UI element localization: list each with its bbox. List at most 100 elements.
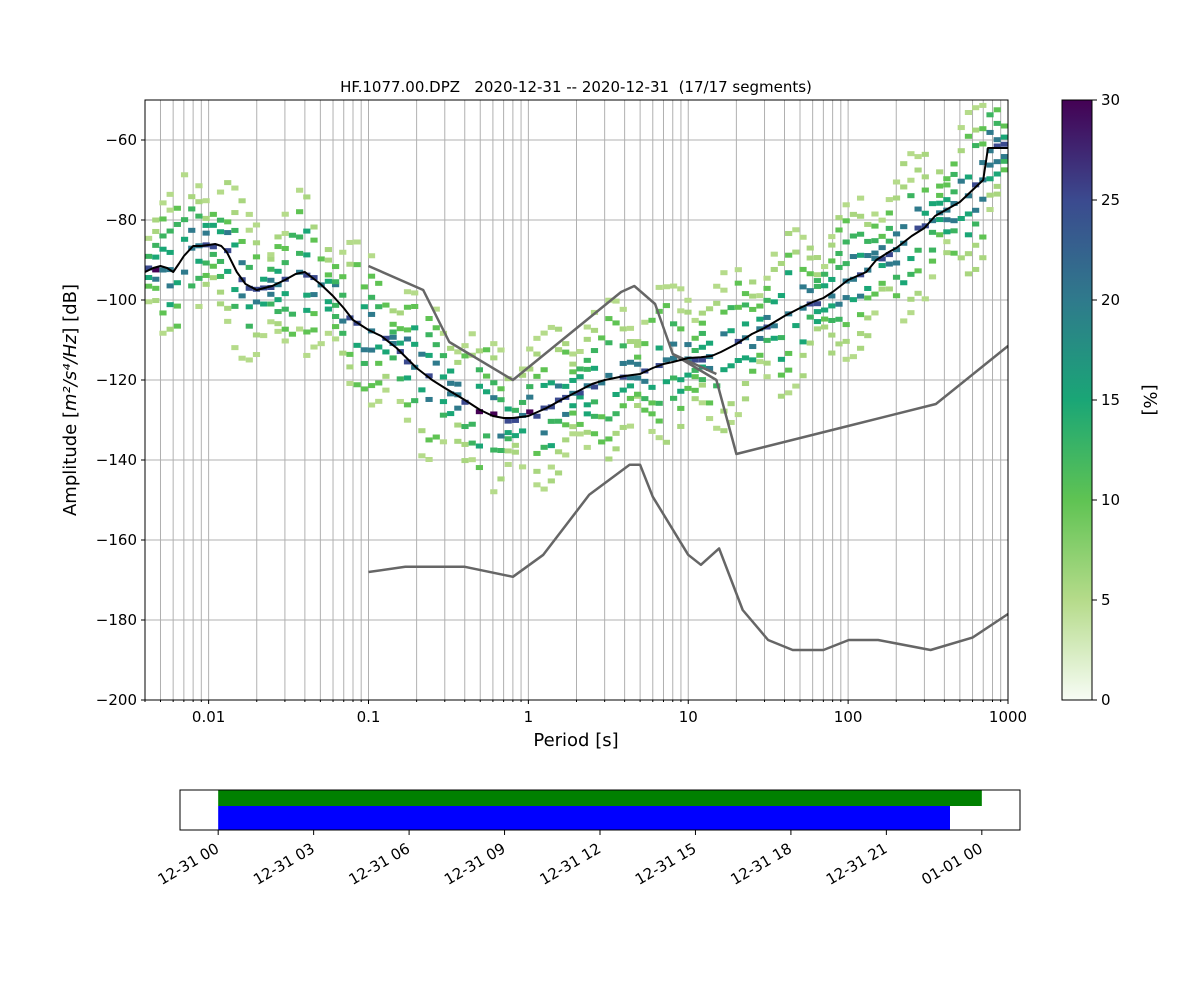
heatmap-cell [892,179,901,185]
heatmap-cell [569,351,577,357]
heatmap-cell [497,347,505,353]
heatmap-cell [928,258,937,264]
heatmap-cell [856,293,865,299]
heatmap-cell [849,233,857,239]
heatmap-cell [885,252,893,258]
mean-curve [144,147,1008,419]
heatmap-cell [418,387,426,393]
heatmap-cell [432,325,440,331]
heatmap-cell [892,195,901,201]
heatmap-cell [756,326,764,332]
heatmap-cell [173,221,181,227]
heatmap-cell [389,308,397,314]
heatmap-cell [605,372,613,378]
heatmap-cell [763,337,771,343]
heatmap-cell [533,468,541,474]
heatmap-cell [662,439,670,445]
heatmap-cell [1000,167,1008,173]
heatmap-cell [878,217,886,223]
heatmap-cell [166,191,174,197]
heatmap-cell [972,266,980,272]
heatmap-cell [943,182,951,188]
heatmap-cell [878,280,886,286]
heatmap-cell [274,282,282,288]
heatmap-cell [626,339,635,345]
heatmap-cell [914,247,922,253]
heatmap-cell [331,336,340,342]
heatmap-cell [871,223,879,229]
y-axis-label-units: m²/s⁴/Hz [60,334,81,411]
heatmap-cell [698,377,706,383]
heatmap-cell [461,424,469,430]
heatmap-cell [885,261,893,267]
heatmap-cell [741,355,750,361]
heatmap-cell [461,343,469,349]
heatmap-cell [504,461,512,467]
heatmap-cell [533,373,541,379]
heatmap-cell [245,323,253,329]
heatmap-cell [763,314,771,320]
heatmap-cell [892,231,901,237]
heatmap-cell [713,283,721,289]
heatmap-cell [267,277,275,283]
heatmap-cell [454,359,462,365]
heatmap-cell [331,282,340,288]
heatmap-cell [691,348,699,354]
heatmap-cell [878,263,886,269]
heatmap-cell [526,366,534,372]
heatmap-cell [734,412,742,418]
heatmap-cell [964,232,973,238]
heatmap-cell [720,331,728,337]
heatmap-cell [576,390,584,396]
heatmap-cell [691,396,699,402]
heatmap-cell [1000,141,1008,147]
heatmap-cell [518,372,527,378]
heatmap-cell [813,319,822,325]
heatmap-cell [216,217,225,223]
heatmap-cell [331,264,340,270]
heatmap-cell [856,345,865,351]
heatmap-cell [648,428,656,434]
heatmap-cell [490,341,498,347]
heatmap-cell [698,320,706,326]
heatmap-cell [856,312,865,318]
heatmap-cell [288,331,297,337]
heatmap-cell [619,403,627,409]
heatmap-cell [943,250,951,256]
heatmap-cell [950,171,958,177]
heatmap-cell [569,403,577,409]
heatmap-cell [339,274,347,280]
heatmap-cell [806,288,814,294]
heatmap-cell [749,368,757,374]
heatmap-cell [396,398,404,404]
heatmap-cell [267,291,275,297]
heatmap-cell [662,357,670,363]
heatmap-cell [159,233,167,239]
heatmap-cell [914,225,922,231]
heatmap-cell [892,274,901,280]
heatmap-cell [770,266,778,272]
heatmap-cell [331,279,340,285]
heatmap-cell [303,352,311,358]
heatmap-cell [360,284,368,290]
heatmap-cell [583,357,591,363]
heatmap-cell [770,299,778,305]
heatmap-cell [669,355,678,361]
heatmap-cell [605,416,613,422]
heatmap-cell [540,486,548,492]
heatmap-cell [727,363,735,369]
heatmap-cell [152,228,160,234]
heatmap-cell [403,417,412,423]
heatmap-cell [188,194,196,200]
heatmap-cell [454,438,462,444]
heatmap-cell [662,284,670,290]
heatmap-cell [986,148,994,154]
heatmap-cell [871,291,879,297]
heatmap-cell [346,239,354,245]
heatmap-cell [367,294,376,300]
heatmap-cell [799,234,807,240]
heatmap-cell [547,324,555,330]
heatmap-cell [950,189,958,195]
heatmap-cell [432,434,440,440]
heatmap-cell [396,340,404,346]
